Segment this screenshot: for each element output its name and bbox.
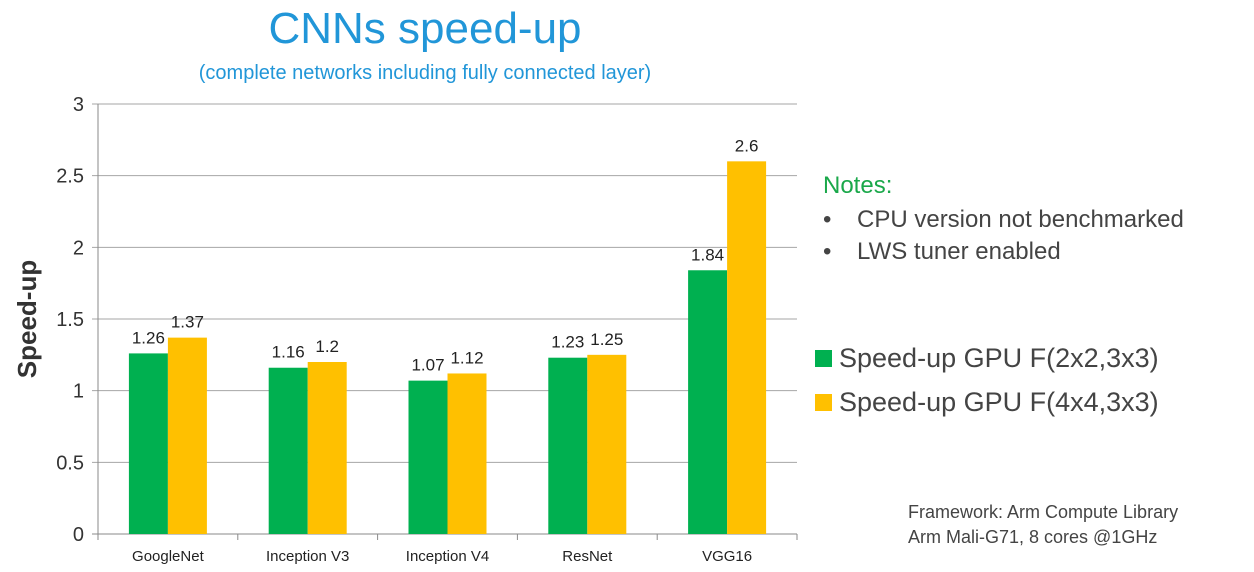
- y-tick-label: 1.5: [56, 309, 84, 331]
- bar-series-2: [447, 373, 487, 534]
- legend-label-series-2: Speed-up GPU F(4x4,3x3): [839, 386, 1159, 417]
- y-tick-label: 2.5: [56, 166, 84, 188]
- y-tick-label: 2: [73, 237, 84, 259]
- chart-subtitle: (complete networks including fully conne…: [198, 62, 652, 84]
- x-tick-label: VGG16: [702, 548, 752, 565]
- bar-series-2: [727, 161, 767, 535]
- data-label: 1.26: [132, 328, 165, 347]
- footer-line-1: Framework: Arm Compute Library: [908, 502, 1179, 522]
- x-tick-label: Inception V4: [406, 548, 489, 565]
- notes-title: Notes:: [823, 172, 893, 199]
- chart-title: CNNs speed-up: [268, 4, 582, 53]
- legend-label-series-1: Speed-up GPU F(2x2,3x3): [839, 342, 1159, 373]
- data-label: 1.84: [691, 245, 724, 264]
- x-tick-label: GoogleNet: [132, 548, 205, 565]
- data-label: 1.16: [272, 343, 305, 362]
- notes-list: • CPU version not benchmarked • LWS tuner …: [823, 204, 1184, 268]
- legend-swatch-series-2: [815, 393, 832, 411]
- bar-series-1: [128, 353, 168, 534]
- bar-series-1: [548, 357, 588, 534]
- notes-panel: Notes: • CPU version not benchmarked • LWS…: [823, 172, 1184, 268]
- bar-series-1: [408, 380, 448, 534]
- bar-series-1: [688, 270, 728, 534]
- y-tick-label: 1: [73, 381, 84, 403]
- x-tick-label: Inception V3: [266, 548, 349, 565]
- bar-series-2: [307, 362, 347, 534]
- x-tick-label: ResNet: [562, 548, 613, 565]
- bar-series-2: [587, 354, 627, 534]
- footer-line-2: Arm Mali-G71, 8 cores @1GHz: [908, 527, 1158, 547]
- data-label: 1.07: [411, 356, 444, 375]
- legend-item: Speed-up GPU F(2x2,3x3): [815, 336, 1159, 380]
- footer-note: Framework: Arm Compute Library Arm Mali-…: [908, 500, 1178, 550]
- data-label: 1.23: [551, 333, 584, 352]
- notes-item: • LWS tuner enabled: [823, 236, 1184, 268]
- y-tick-label: 3: [73, 94, 84, 116]
- bar-series-2: [167, 337, 207, 534]
- data-label: 1.37: [171, 313, 204, 332]
- notes-item-text: LWS tuner enabled: [857, 238, 1061, 265]
- data-label: 1.2: [315, 337, 339, 356]
- notes-item-text: CPU version not benchmarked: [857, 206, 1184, 233]
- bar-series-1: [268, 367, 308, 534]
- y-tick-label: 0: [73, 524, 84, 546]
- notes-item: • CPU version not benchmarked: [823, 204, 1184, 236]
- data-label: 2.6: [735, 136, 759, 155]
- bullet-icon: •: [823, 206, 832, 233]
- bullet-icon: •: [823, 238, 832, 265]
- legend-swatch-series-1: [815, 349, 832, 367]
- chart-legend: Speed-up GPU F(2x2,3x3) Speed-up GPU F(4…: [815, 336, 1159, 424]
- y-axis-label: Speed-up: [12, 260, 42, 378]
- bar-chart: 0 0.5 1 1.5 2 2.5 3 Speed-up GoogleNet 1.26 1.37 In…: [12, 94, 798, 565]
- legend-item: Speed-up GPU F(4x4,3x3): [815, 380, 1159, 424]
- y-tick-label: 0.5: [56, 452, 84, 474]
- data-label: 1.12: [450, 348, 483, 367]
- data-label: 1.25: [590, 330, 623, 349]
